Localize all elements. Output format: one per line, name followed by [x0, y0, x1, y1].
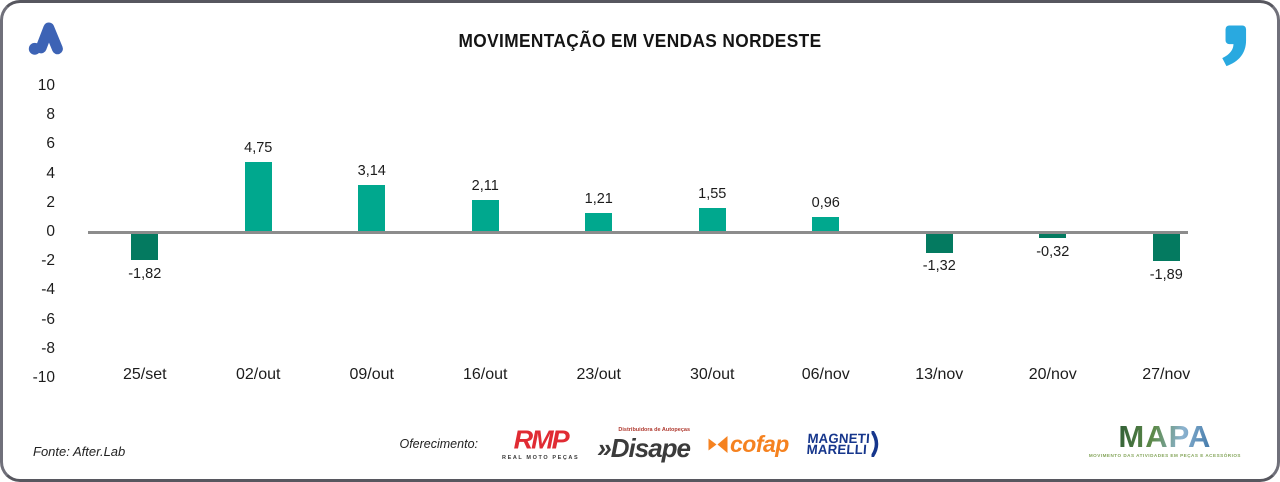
x-tick-label: 06/nov — [801, 366, 850, 383]
y-tick-label: 4 — [46, 164, 55, 182]
y-tick-label: 10 — [37, 77, 55, 94]
x-tick-label: 23/out — [576, 366, 621, 383]
page-title: MOVIMENTAÇÃO EM VENDAS NORDESTE — [458, 31, 822, 51]
bar-value-label: -1,32 — [922, 258, 956, 275]
bar-value-label: 1,55 — [698, 186, 727, 203]
oferecimento-label: Oferecimento: — [399, 437, 478, 452]
x-tick-label: 16/out — [463, 366, 508, 383]
bar — [471, 200, 499, 231]
bar-value-label: 4,75 — [244, 139, 273, 156]
bar — [925, 233, 953, 253]
y-tick-label: 6 — [46, 135, 55, 153]
x-tick-label: 30/out — [690, 366, 735, 383]
bar — [698, 208, 726, 231]
y-tick-label: -6 — [41, 310, 55, 328]
rmp-logo: RMP REAL MOTO PEÇAS — [502, 427, 579, 462]
x-tick-label: 27/nov — [1142, 366, 1191, 383]
bar — [244, 161, 272, 231]
afterlab-logo-icon — [28, 22, 63, 55]
rmp-logo-subtext: REAL MOTO PEÇAS — [502, 455, 580, 461]
x-tick-label: 20/nov — [1028, 366, 1077, 383]
x-tick-label: 25/set — [122, 366, 167, 383]
y-tick-label: -4 — [41, 281, 55, 299]
bar-value-label: 0,96 — [811, 194, 840, 211]
y-tick-label: 8 — [46, 106, 55, 124]
bar-value-label: -0,32 — [1036, 243, 1070, 260]
bar — [1152, 233, 1180, 262]
magneti-marelli-logo: MAGNETI MARELLI — [806, 431, 881, 458]
mapa-logo: MAPA MOVIMENTO DAS ATIVIDADES EM PEÇAS E… — [1089, 421, 1241, 459]
disape-logo-subtext: Distribuidora de Autopeças — [618, 427, 691, 433]
y-tick-label: -2 — [41, 252, 55, 270]
magneti-logo-line2: MARELLI — [806, 442, 868, 458]
mapa-logo-text: MAPA — [1118, 419, 1212, 454]
disape-logo-text: »Disape — [597, 432, 691, 463]
sponsor-row: Oferecimento: RMP REAL MOTO PEÇAS Distri… — [399, 427, 880, 462]
bar-value-label: 2,11 — [471, 178, 499, 195]
x-tick-label: 13/nov — [915, 366, 964, 383]
bar — [1039, 233, 1067, 239]
bar-value-label: -1,89 — [1149, 266, 1183, 283]
x-tick-label: 09/out — [349, 366, 394, 383]
rmp-logo-text: RMP — [513, 425, 570, 455]
bar-value-label: 1,21 — [584, 191, 613, 208]
source-note: Fonte: After.Lab — [33, 444, 126, 459]
y-tick-label: 2 — [46, 193, 55, 211]
y-tick-label: -8 — [41, 339, 55, 357]
quote-icon — [1222, 25, 1247, 67]
bar-value-label: 3,14 — [357, 163, 386, 180]
mapa-logo-tagline: MOVIMENTO DAS ATIVIDADES EM PEÇAS E ACES… — [1088, 453, 1241, 458]
bar-chart: 10 8 6 4 2 0 -2 -4 -6 -8 -10 -1,82 25/set 4,75 02/out 3… — [3, 3, 1277, 479]
bar-value-label: -1,82 — [128, 265, 162, 282]
bar — [585, 213, 613, 231]
y-tick-label: -10 — [32, 369, 55, 386]
bar — [812, 216, 840, 231]
bar — [358, 185, 386, 231]
disape-logo: Distribuidora de Autopeças »Disape — [597, 427, 691, 463]
x-tick-label: 02/out — [236, 366, 281, 383]
magneti-swoosh-icon — [871, 431, 879, 458]
bar — [131, 233, 159, 261]
cofap-logo-text: cofap — [730, 430, 789, 457]
cofap-icon — [708, 435, 728, 453]
zero-axis-line — [88, 231, 1188, 234]
y-tick-label: 0 — [46, 223, 55, 240]
cofap-logo: cofap — [708, 431, 789, 458]
